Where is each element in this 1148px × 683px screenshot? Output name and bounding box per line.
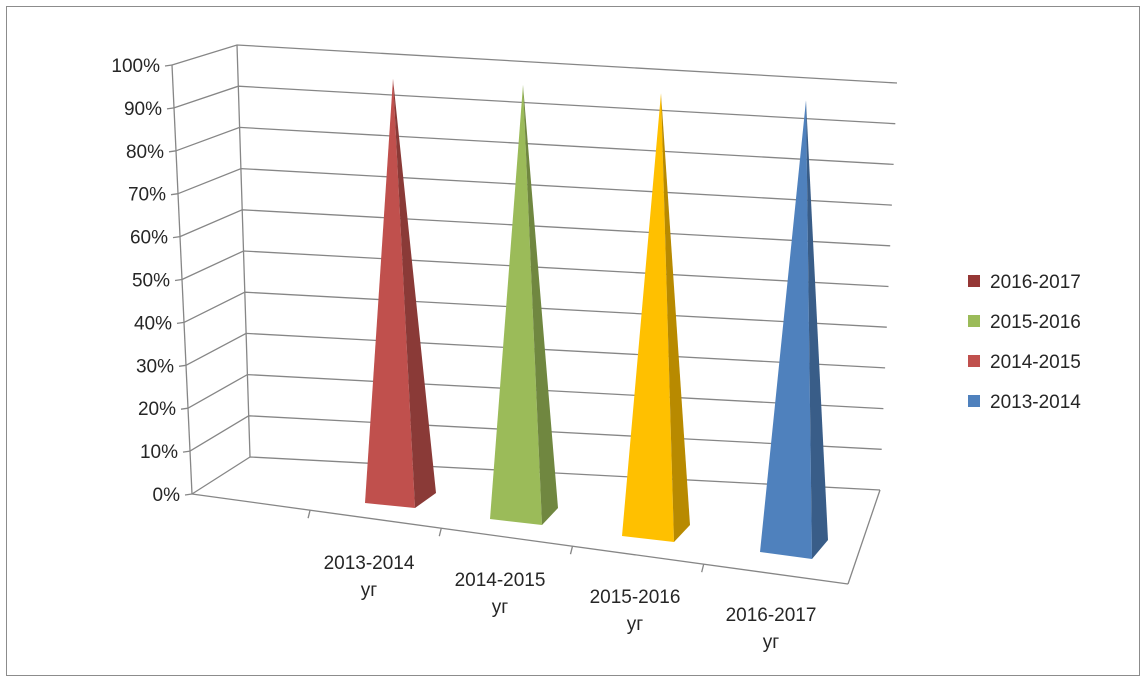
y-tick-mark	[172, 235, 181, 239]
y-axis-ticks: 0% 10% 20% 30% 40% 50% 60% 70% 80% 90% 100%	[111, 56, 180, 506]
y-tick-label: 40%	[134, 313, 172, 334]
gridline	[171, 44, 898, 84]
legend: 2016-2017 2015-2016 2014-2015 2013-2014	[968, 272, 1081, 413]
legend-item: 2016-2017	[968, 272, 1081, 293]
legend-label: 2015-2016	[990, 312, 1081, 333]
y-tick-mark	[182, 450, 191, 453]
y-tick-mark	[168, 150, 177, 153]
y-tick-label: 20%	[138, 399, 176, 420]
y-tick-mark	[166, 107, 175, 110]
y-tick-mark	[184, 493, 193, 496]
y-tick-label: 30%	[136, 356, 174, 377]
y-tick-mark	[176, 321, 185, 325]
chart-frame	[6, 6, 1140, 676]
pyramid-2016-2017	[622, 93, 690, 542]
y-tick-mark	[164, 64, 173, 67]
pyramid-front-face	[622, 93, 674, 542]
x-tick-mark	[569, 546, 574, 555]
pyramid-2013-2014	[760, 100, 828, 559]
pyramid-side-face	[806, 100, 828, 559]
floor-right-edge	[847, 489, 881, 585]
legend-label: 2013-2014	[990, 392, 1081, 413]
chart-walls	[171, 44, 251, 495]
x-label: 2015-2016 уг	[590, 587, 681, 635]
pyramid-front-face	[365, 78, 415, 509]
pyramid-2014-2015	[365, 78, 436, 509]
pyramids	[365, 78, 828, 559]
gridline	[173, 85, 896, 125]
pyramid-front-face	[760, 100, 812, 559]
y-tick-label: 100%	[111, 56, 160, 77]
y-tick-mark	[174, 278, 183, 282]
legend-swatch	[968, 355, 980, 367]
legend-item: 2013-2014	[968, 392, 1081, 413]
pyramid-side-face	[661, 93, 690, 542]
y-tick-label: 70%	[128, 185, 166, 206]
x-tick-mark	[701, 564, 705, 573]
legend-swatch	[968, 275, 980, 287]
x-label-line: 2013-2014	[324, 553, 415, 574]
gridline	[179, 209, 891, 247]
y-tick-label: 80%	[126, 142, 164, 163]
x-tick-mark	[307, 510, 311, 519]
x-label-line: 2014-2015	[455, 570, 546, 591]
gridline	[177, 167, 892, 206]
legend-swatch	[968, 395, 980, 407]
y-tick-label: 10%	[140, 442, 178, 463]
pyramid-side-face	[393, 78, 436, 509]
legend-item: 2014-2015	[968, 352, 1081, 373]
x-label: 2013-2014 уг	[324, 553, 415, 601]
gridline	[175, 126, 894, 166]
y-tick-label: 50%	[132, 271, 170, 292]
y-tick-mark	[170, 193, 179, 196]
y-tick-mark	[180, 407, 189, 410]
x-label-line: уг	[492, 597, 509, 618]
legend-item: 2015-2016	[968, 312, 1081, 333]
x-label-line: уг	[627, 614, 644, 635]
x-axis-labels: 2013-2014 уг 2014-2015 уг 2015-2016 уг 2016-20…	[324, 553, 817, 653]
floor-front-edge	[191, 493, 849, 585]
y-tick-label: 60%	[130, 228, 168, 249]
x-label-line: уг	[763, 632, 780, 653]
x-label-line: 2016-2017	[726, 605, 817, 626]
pyramid-2015-2016	[490, 84, 558, 526]
y-tick-label: 90%	[124, 99, 162, 120]
gridline	[181, 250, 889, 288]
pyramid-front-face	[490, 84, 542, 526]
y-tick-mark	[178, 364, 187, 367]
legend-label: 2016-2017	[990, 272, 1081, 293]
x-label-line: уг	[361, 580, 378, 601]
y-tick-label: 0%	[153, 485, 181, 506]
chart-floor	[191, 489, 881, 585]
x-label: 2014-2015 уг	[455, 570, 546, 618]
x-label-line: 2015-2016	[590, 587, 681, 608]
legend-swatch	[968, 315, 980, 327]
x-label: 2016-2017 уг	[726, 605, 817, 653]
x-tick-mark	[438, 528, 442, 537]
pyramid-side-face	[523, 84, 558, 526]
legend-label: 2014-2015	[990, 352, 1081, 373]
